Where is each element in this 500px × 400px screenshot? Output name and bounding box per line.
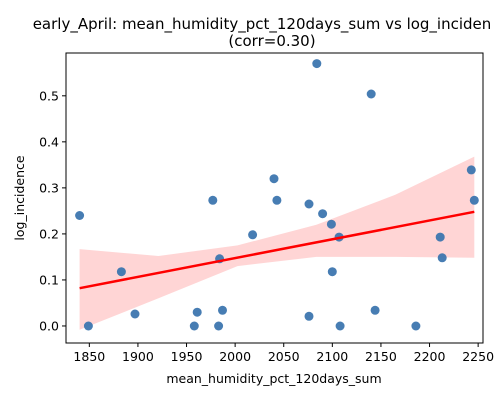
data-point-6 xyxy=(208,195,218,205)
data-point-9 xyxy=(218,305,227,315)
data-point-22 xyxy=(370,305,380,315)
x-tick-label-2250: 2250 xyxy=(462,349,494,364)
data-point-15 xyxy=(312,59,322,69)
data-point-17 xyxy=(326,219,336,229)
x-tick-label-2100: 2100 xyxy=(316,349,348,364)
data-point-21 xyxy=(366,89,376,99)
data-point-14 xyxy=(304,311,314,321)
y-tick-label-0.2: 0.2 xyxy=(39,226,59,241)
x-tick-label-1850: 1850 xyxy=(73,349,105,364)
data-point-5 xyxy=(192,307,202,317)
plot-area xyxy=(75,59,479,331)
x-tick-label-1950: 1950 xyxy=(171,349,203,364)
chart-title-line2: (corr=0.30) xyxy=(228,32,315,50)
y-axis: 0.0 0.1 0.2 0.3 0.4 0.5 xyxy=(39,88,66,333)
data-point-13 xyxy=(304,199,314,209)
data-point-16 xyxy=(318,209,328,219)
data-point-0 xyxy=(75,211,85,220)
data-point-2 xyxy=(116,267,126,277)
x-tick-label-2200: 2200 xyxy=(414,349,446,364)
data-point-18 xyxy=(327,267,337,277)
data-point-24 xyxy=(435,232,445,242)
regression-line xyxy=(79,210,475,290)
data-point-20 xyxy=(335,321,345,331)
data-point-25 xyxy=(437,253,447,263)
x-axis-label: mean_humidity_pct_120days_sum xyxy=(166,371,381,386)
data-point-11 xyxy=(269,174,279,184)
y-tick-label-0.3: 0.3 xyxy=(39,180,59,195)
y-axis-label: log_incidence xyxy=(12,155,27,240)
x-tick-label-2050: 2050 xyxy=(268,349,300,364)
data-point-1 xyxy=(83,321,93,331)
data-point-12 xyxy=(272,195,282,205)
chart-title-line1: early_April: mean_humidity_pct_120days_s… xyxy=(33,15,492,34)
confidence-band xyxy=(79,156,475,330)
x-axis: 1850 1900 1950 2000 2050 2100 2150 2200 2250 xyxy=(73,343,494,364)
data-point-26 xyxy=(466,165,476,175)
data-point-10 xyxy=(248,230,258,240)
data-point-27 xyxy=(469,195,479,205)
data-point-7 xyxy=(214,321,224,331)
y-tick-label-0.4: 0.4 xyxy=(39,134,59,149)
data-point-4 xyxy=(189,321,199,331)
x-tick-label-2000: 2000 xyxy=(219,349,251,364)
data-point-3 xyxy=(130,309,140,319)
y-tick-label-0: 0.0 xyxy=(39,318,59,333)
x-tick-label-2150: 2150 xyxy=(365,349,397,364)
plot-frame xyxy=(65,52,484,344)
data-point-23 xyxy=(411,321,421,331)
y-tick-label-0.5: 0.5 xyxy=(39,88,59,103)
y-tick-label-0.1: 0.1 xyxy=(39,272,59,287)
x-tick-label-1900: 1900 xyxy=(122,349,154,364)
